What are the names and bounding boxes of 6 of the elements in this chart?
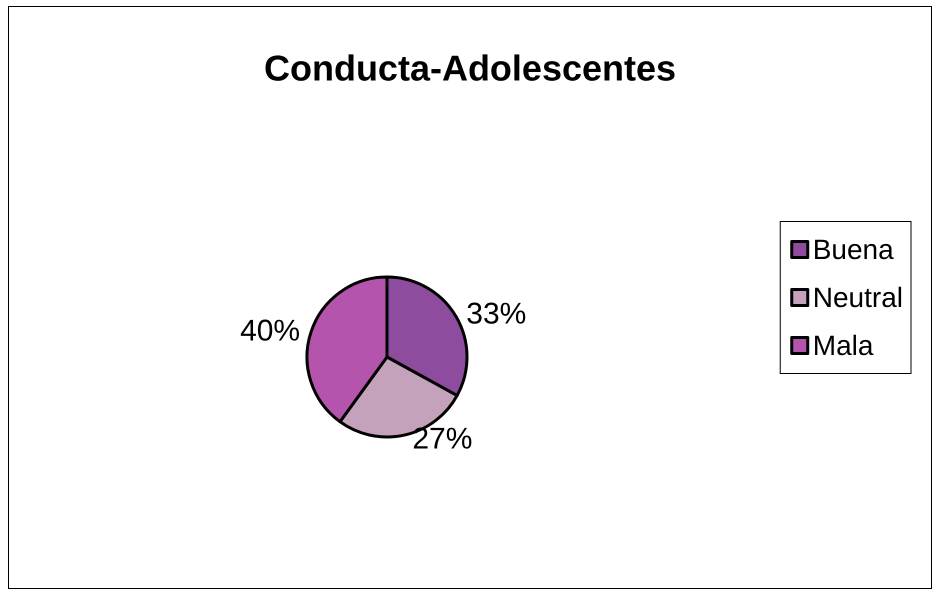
chart-title: Conducta-Adolescentes	[264, 48, 676, 88]
legend-label: Neutral	[812, 282, 904, 313]
data-label: 40%	[240, 314, 300, 348]
data-label: 33%	[466, 298, 526, 331]
legend-label: Buena	[812, 234, 894, 265]
legend-label: Mala	[812, 330, 874, 361]
